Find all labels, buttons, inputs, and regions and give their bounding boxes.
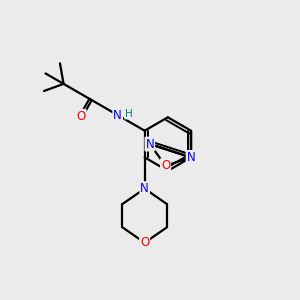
Text: N: N: [146, 138, 154, 151]
Text: N: N: [187, 151, 195, 164]
Text: N: N: [113, 109, 122, 122]
Text: H: H: [125, 109, 133, 118]
Text: O: O: [140, 236, 149, 249]
Text: O: O: [161, 159, 170, 172]
Text: N: N: [140, 182, 149, 195]
Text: O: O: [76, 110, 86, 123]
